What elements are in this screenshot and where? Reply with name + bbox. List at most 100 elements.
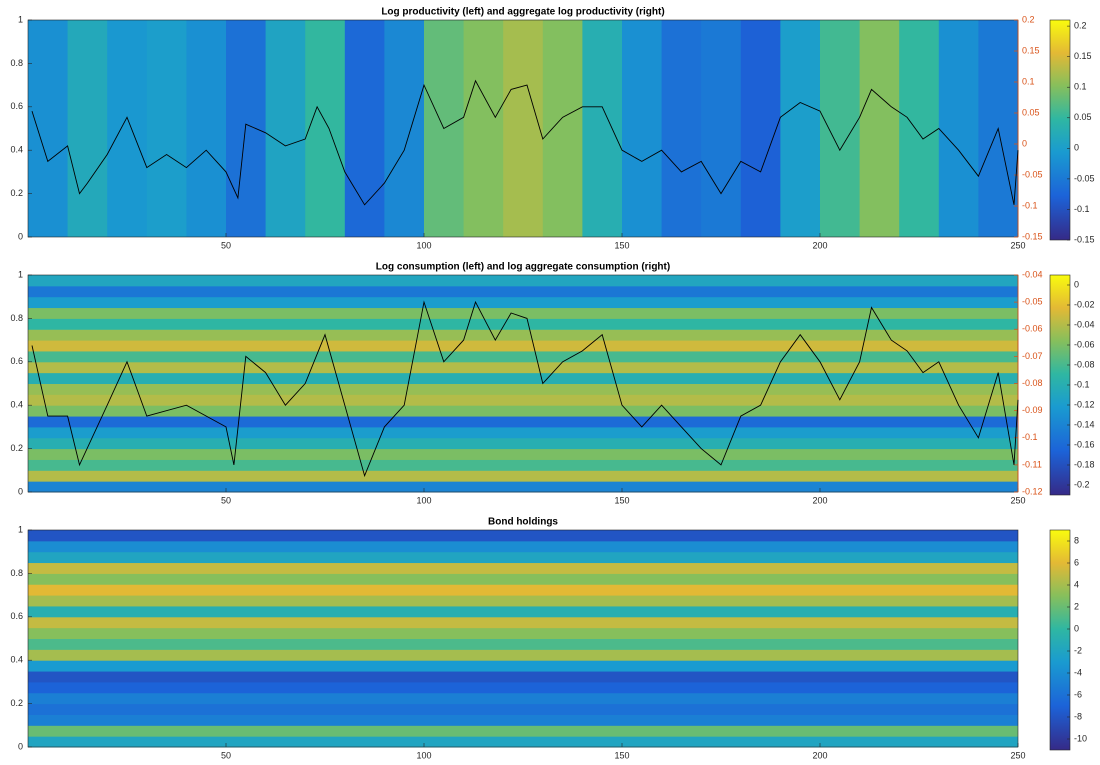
heatmap-cell [740,20,781,237]
x-tick-label: 100 [416,240,431,250]
colorbar-tick-label: -0.16 [1074,439,1095,449]
heatmap-cell [28,361,1018,374]
y-tick-label: 0.4 [10,145,23,155]
heatmap-cell [28,383,1018,395]
y-tick-label: 0.6 [10,356,23,366]
colorbar-tick-label: -0.04 [1074,319,1095,329]
colorbar [1049,529,1071,751]
x-tick-label: 100 [416,750,431,760]
heatmap-cell [28,681,1018,694]
colorbar-tick-label: -0.12 [1074,399,1095,409]
y2-tick-label: 0.2 [1022,14,1035,24]
y-tick-label: 0.2 [10,188,23,198]
heatmap-cell [28,562,1018,574]
heatmap-cell [146,20,187,237]
y2-tick-label: -0.15 [1022,231,1043,241]
heatmap-cell [28,595,1018,607]
colorbar-tick-label: 0 [1074,623,1079,633]
heatmap-cell [622,20,663,237]
heatmap-cell [28,275,1018,287]
colorbar-tick-label: -10 [1074,733,1087,743]
y-tick-label: 0.8 [10,568,23,578]
y-tick-label: 0 [18,486,23,496]
heatmap-cell [28,605,1018,618]
y2-tick-label: 0 [1022,138,1027,148]
y2-tick-label: -0.07 [1022,351,1043,361]
y2-tick-label: -0.05 [1022,297,1043,307]
heatmap-cell [28,671,1018,683]
colorbar-tick-label: 0.2 [1074,20,1087,30]
heatmap-cell [28,725,1018,737]
x-tick-label: 200 [812,240,827,250]
y-tick-label: 0.2 [10,698,23,708]
colorbar-tick-label: -0.14 [1074,419,1095,429]
y-tick-label: 0.4 [10,400,23,410]
colorbar-tick-label: -0.08 [1074,359,1095,369]
heatmap-cell [28,584,1018,596]
heatmap-cell [28,649,1018,661]
y2-tick-label: -0.06 [1022,324,1043,334]
heatmap-cell [67,20,108,237]
heatmap-cell [28,736,1018,748]
y-tick-label: 0.6 [10,611,23,621]
heatmap-cell [820,20,861,237]
x-tick-label: 50 [221,495,231,505]
heatmap-cell [938,20,979,237]
colorbar-tick-label: 8 [1074,535,1079,545]
heatmap-cell [899,20,940,237]
colorbar-tick-label: -0.15 [1074,234,1095,244]
y-tick-label: 0.8 [10,313,23,323]
series-line [31,300,1019,478]
colorbar-tick-label: -2 [1074,645,1082,655]
colorbar-tick-label: -0.06 [1074,339,1095,349]
x-tick-label: 50 [221,750,231,760]
y-tick-label: 0.2 [10,443,23,453]
heatmap-cell [28,616,1018,629]
y-tick-label: 0.4 [10,655,23,665]
heatmap-cell [28,426,1018,439]
heatmap-cell [28,405,1018,417]
heatmap-cell [226,20,267,237]
series-line [31,79,1019,206]
heatmap-cell [305,20,346,237]
heatmap-cell [28,714,1018,726]
heatmap-cell [28,285,1018,298]
colorbar-tick-label: 4 [1074,579,1079,589]
y-tick-label: 0 [18,741,23,751]
heatmap-cell [28,394,1018,406]
y2-tick-label: -0.11 [1022,459,1042,469]
colorbar-tick-label: 0.15 [1074,51,1092,61]
heatmap-cell [542,20,583,237]
heatmap-cell [28,437,1018,450]
colorbar-tick-label: -0.1 [1074,204,1090,214]
heatmap-cell [28,703,1018,715]
colorbar-tick-label: 0.05 [1074,112,1092,122]
y2-tick-label: -0.12 [1022,486,1043,496]
x-tick-label: 200 [812,750,827,760]
colorbar-tick-label: 6 [1074,557,1079,567]
heatmap-cell [28,329,1018,341]
heatmap-cell [265,20,306,237]
colorbar-tick-label: 2 [1074,601,1079,611]
heatmap-cell [28,340,1018,352]
y2-tick-label: 0.15 [1022,45,1040,55]
x-tick-label: 250 [1010,240,1025,250]
heatmap-cell [28,573,1018,585]
chart-title: Log productivity (left) and aggregate lo… [381,7,664,18]
y2-tick-label: -0.09 [1022,405,1043,415]
heatmap-cell [344,20,385,237]
y-tick-label: 0 [18,231,23,241]
x-tick-label: 250 [1010,750,1025,760]
chart-title: Log consumption (left) and log aggregate… [376,262,670,273]
colorbar-tick-label: -0.05 [1074,173,1095,183]
heatmap-cell [28,448,1018,460]
y2-tick-label: -0.1 [1022,200,1038,210]
heatmap-cell [384,20,425,237]
x-tick-label: 150 [614,495,629,505]
heatmap-cell [28,318,1018,330]
heatmap-cell [503,20,544,237]
x-tick-label: 100 [416,495,431,505]
x-tick-label: 150 [614,240,629,250]
heatmap-cell [661,20,702,237]
